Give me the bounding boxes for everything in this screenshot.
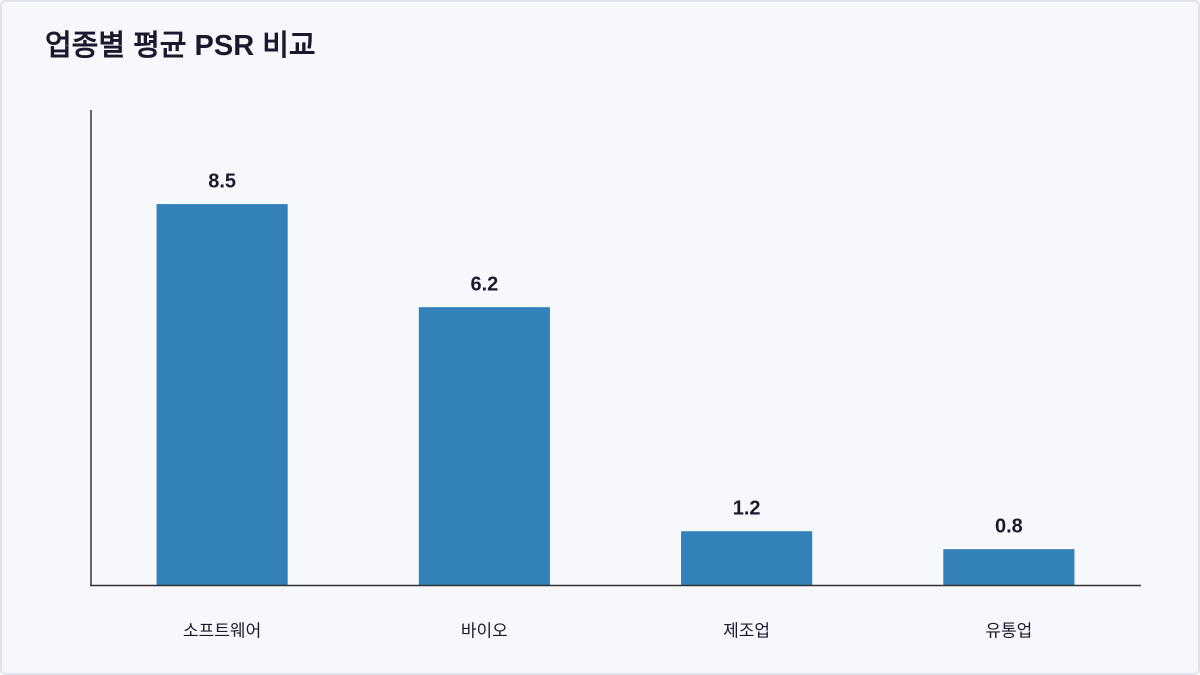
x-tick-label: 바이오 [461, 621, 508, 640]
value-label: 1.2 [733, 498, 761, 520]
bar [418, 307, 550, 585]
chart-title: 업종별 평균 PSR 비교 [45, 29, 316, 62]
x-tick-label: 소프트웨어 [183, 621, 261, 640]
x-tick-label: 제조업 [723, 621, 770, 640]
value-label: 8.5 [208, 170, 236, 192]
bar [156, 204, 288, 586]
plot-area: 소프트웨어 8.5 바이오 6.2 제조업 1.2 유통업 0.8 [156, 170, 1075, 640]
value-label: 0.8 [995, 515, 1023, 537]
value-label: 6.2 [470, 273, 498, 295]
bar [681, 531, 813, 585]
x-tick-label: 유통업 [985, 621, 1032, 640]
bar [943, 549, 1075, 585]
